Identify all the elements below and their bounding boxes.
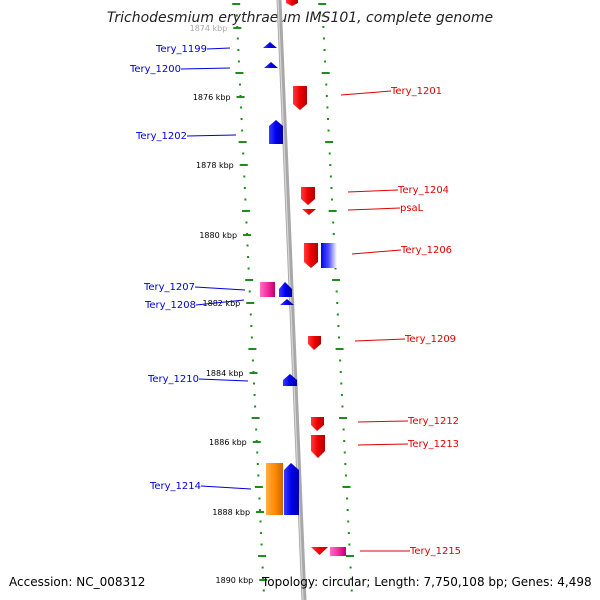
gene-labels: Tery_1199 Tery_1200 Tery_1202 Tery_1207 Tery… <box>129 44 461 557</box>
scale-label: 1882 kbp <box>203 299 241 308</box>
gene-label-left[interactable]: Tery_1208 <box>144 300 196 311</box>
gene-label-left[interactable]: Tery_1207 <box>143 282 195 293</box>
topology-label: Topology: circular; Length: 7,750,108 bp… <box>261 575 592 589</box>
leader-line <box>354 338 406 342</box>
left-tick-track <box>232 3 267 592</box>
leader-line <box>200 485 252 490</box>
gene-glyph-tery-1213[interactable] <box>311 435 325 458</box>
gene-glyph-tery-1209[interactable] <box>308 336 321 350</box>
gene-glyph-tery-1208[interactable] <box>280 299 294 305</box>
gene-glyph-tery-1214-rna[interactable] <box>266 463 283 515</box>
gene-glyph-tery-1207[interactable] <box>260 282 275 297</box>
gene-label-left[interactable]: Tery_1210 <box>147 374 199 385</box>
gene-glyph-tery-1214[interactable] <box>284 463 299 515</box>
leader-line <box>340 90 392 96</box>
gene-glyph-tery-1212[interactable] <box>311 417 324 431</box>
gene-label-right[interactable]: Tery_1215 <box>409 546 461 557</box>
gene-label-left[interactable]: Tery_1199 <box>155 44 207 55</box>
gene-glyph-tery-1215[interactable] <box>311 547 328 555</box>
gene-label-right[interactable]: Tery_1204 <box>397 185 449 196</box>
scale-label: 1876 kbp <box>193 93 231 102</box>
leader-line <box>206 47 231 50</box>
scale-label: 1880 kbp <box>199 231 237 240</box>
leader-line <box>198 378 249 382</box>
gene-glyph-tery-1199[interactable] <box>263 42 277 48</box>
scale-label: 1874 kbp <box>190 24 228 33</box>
leader-line <box>357 420 409 423</box>
gene-label-left[interactable]: Tery_1200 <box>129 64 181 75</box>
gene-glyph-psal[interactable] <box>302 209 316 215</box>
gene-glyph-tery-1204[interactable] <box>301 187 315 205</box>
genome-backbone <box>276 0 307 600</box>
gene-label-right[interactable]: Tery_1212 <box>407 416 459 427</box>
leader-line <box>195 299 245 306</box>
gene-glyph-partial[interactable] <box>286 0 298 6</box>
gene-glyphs <box>260 0 346 556</box>
leader-line <box>186 134 237 137</box>
gene-glyph-tery-1201[interactable] <box>293 86 307 110</box>
gene-label-right[interactable]: Tery_1201 <box>390 86 442 97</box>
gene-glyph-tery-1206[interactable] <box>304 243 318 268</box>
leader-line <box>180 67 231 70</box>
accession-label: Accession: NC_008312 <box>9 575 145 589</box>
leader-line <box>351 249 402 255</box>
gene-label-right[interactable]: Tery_1206 <box>400 245 452 256</box>
gene-glyph-tery-1206-segment[interactable] <box>321 243 337 268</box>
gene-label-left[interactable]: Tery_1202 <box>135 131 187 142</box>
scale-labels: 1874 kbp 1876 kbp 1878 kbp 1880 kbp 1882 kbp… <box>190 24 268 585</box>
leader-line <box>347 207 401 211</box>
scale-label: 1878 kbp <box>196 161 234 170</box>
gene-glyph-tery-1200[interactable] <box>264 62 278 68</box>
gene-label-left[interactable]: Tery_1214 <box>149 481 201 492</box>
genome-backbone-highlight <box>277 0 304 600</box>
map-title: Trichodesmium erythraeum IMS101, complet… <box>107 10 493 26</box>
leader-line <box>357 443 409 446</box>
right-tick-track <box>318 3 354 592</box>
gene-label-right[interactable]: psaL <box>400 203 424 214</box>
gene-glyph-tery-1215-segment[interactable] <box>330 547 346 556</box>
scale-label: 1890 kbp <box>216 576 254 585</box>
gene-label-right[interactable]: Tery_1209 <box>404 334 456 345</box>
leader-line <box>194 286 246 291</box>
gene-label-right[interactable]: Tery_1213 <box>407 439 459 450</box>
leader-line <box>347 189 399 193</box>
gene-glyph-tery-1202[interactable] <box>269 120 283 144</box>
scale-label: 1886 kbp <box>209 438 247 447</box>
scale-label: 1888 kbp <box>212 508 250 517</box>
scale-label: 1884 kbp <box>206 369 244 378</box>
gene-glyph-tery-1207-cds[interactable] <box>279 282 292 297</box>
gene-glyph-tery-1210[interactable] <box>283 374 297 386</box>
